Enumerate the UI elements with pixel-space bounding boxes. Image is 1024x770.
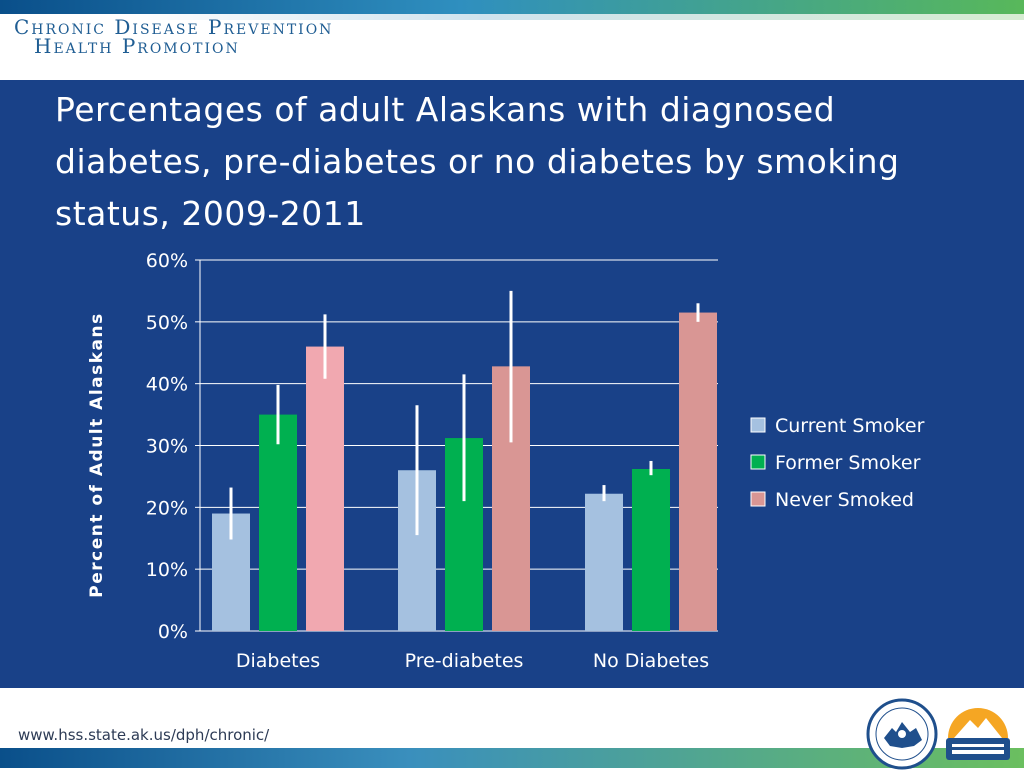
brand-line-2: Health Promotion: [34, 34, 240, 58]
bar-former-smoker-no-diabetes: [632, 468, 670, 631]
state-of-alaska-seal-icon: [866, 698, 938, 770]
y-axis-label: Percent of Adult Alaskans: [87, 312, 107, 598]
legend-label: Never Smoked: [775, 489, 914, 511]
y-tick-label: 50%: [146, 312, 188, 334]
x-category-label: Pre-diabetes: [405, 650, 524, 672]
footer-accent-stripe: [0, 748, 1024, 768]
brand-line-1: Chronic Disease Prevention: [14, 15, 334, 39]
y-tick-label: 0%: [158, 621, 188, 643]
legend-label: Former Smoker: [775, 452, 921, 474]
brand-logo-text: Chronic Disease Prevention Health Promot…: [14, 15, 334, 58]
y-tick-label: 10%: [146, 559, 188, 581]
bar-former-smoker-diabetes: [259, 414, 297, 631]
bar-current-smoker-no-diabetes: [585, 493, 623, 631]
legend-swatch: [750, 417, 766, 433]
x-category-label: No Diabetes: [593, 650, 709, 672]
legend-label: Current Smoker: [775, 415, 925, 437]
legend-swatch: [750, 454, 766, 470]
footer-url-link[interactable]: www.hss.state.ak.us/dph/chronic/: [18, 726, 270, 744]
bar-never-smoked-diabetes: [306, 346, 344, 631]
legend-swatch: [750, 491, 766, 507]
top-accent-stripe: [0, 0, 1024, 14]
chart-title: Percentages of adult Alaskans with diagn…: [55, 90, 900, 233]
y-tick-label: 40%: [146, 374, 188, 396]
y-tick-label: 60%: [146, 250, 188, 272]
public-health-logo-icon: [946, 708, 1010, 760]
top-accent-highlight: [120, 14, 1024, 20]
x-category-label: Diabetes: [236, 650, 320, 672]
bar-never-smoked-no-diabetes: [679, 312, 717, 631]
y-tick-label: 30%: [146, 436, 188, 458]
y-tick-label: 20%: [146, 497, 188, 519]
